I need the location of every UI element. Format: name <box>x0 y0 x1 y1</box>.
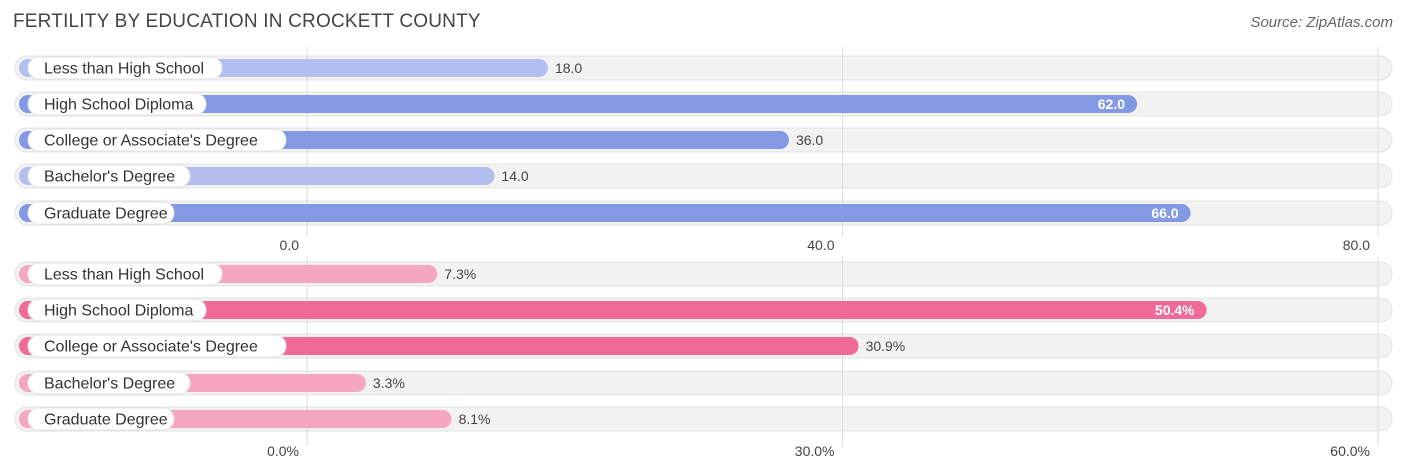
category-label: Graduate Degree <box>44 206 168 223</box>
value-label: 3.3% <box>373 375 405 391</box>
category-label-pill <box>27 298 207 322</box>
value-label: 30.9% <box>866 338 906 354</box>
tick-label: 80.0 <box>1343 237 1370 253</box>
category-label: Less than High School <box>44 267 204 284</box>
category-label: High School Diploma <box>44 303 194 320</box>
value-label: 14.0 <box>501 168 528 184</box>
source-note: Source: ZipAtlas.com <box>1250 14 1393 31</box>
category-label: High School Diploma <box>44 97 194 114</box>
category-label-pill <box>27 334 287 358</box>
value-label: 8.1% <box>459 411 491 427</box>
value-label: 7.3% <box>444 266 476 282</box>
category-label-pill <box>27 92 207 116</box>
category-label: College or Associate's Degree <box>44 133 258 150</box>
bar[interactable] <box>19 204 1191 222</box>
bar[interactable] <box>19 95 1138 113</box>
category-label-pill <box>27 371 191 395</box>
category-label: Graduate Degree <box>44 412 168 429</box>
category-label-pill <box>27 164 191 188</box>
tick-label: 60.0% <box>1330 443 1370 459</box>
category-label: Less than High School <box>44 61 204 78</box>
value-label: 66.0 <box>1151 205 1178 221</box>
category-label: College or Associate's Degree <box>44 339 258 356</box>
chart-title: FERTILITY BY EDUCATION IN CROCKETT COUNT… <box>13 11 481 32</box>
chart-panel-2: Less than High School 7.3% High School Dip… <box>14 256 1393 459</box>
category-label-pill <box>27 128 287 152</box>
category-label-pill <box>27 201 175 225</box>
category-label-pill <box>27 407 175 431</box>
value-label: 18.0 <box>555 60 582 76</box>
tick-label: 30.0% <box>795 443 835 459</box>
category-label-pill <box>27 262 223 286</box>
value-label: 36.0 <box>796 132 823 148</box>
category-label: Bachelor's Degree <box>44 169 175 186</box>
category-label: Bachelor's Degree <box>44 376 175 393</box>
bar[interactable] <box>19 301 1207 319</box>
category-label-pill <box>27 56 223 80</box>
value-label: 62.0 <box>1098 96 1125 112</box>
chart-panel-1: Less than High School 18.0 High School Dip… <box>14 47 1393 253</box>
tick-label: 0.0% <box>267 443 299 459</box>
tick-label: 40.0 <box>807 237 834 253</box>
tick-label: 0.0 <box>280 237 300 253</box>
value-label: 50.4% <box>1155 302 1195 318</box>
